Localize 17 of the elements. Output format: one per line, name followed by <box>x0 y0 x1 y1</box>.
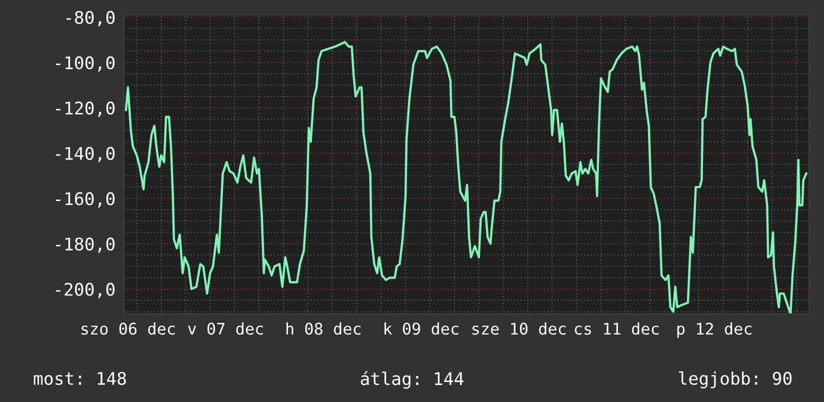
x-tick-label: k 09 dec <box>384 322 458 335</box>
y-tick-label: -180,0 <box>56 237 115 253</box>
text: átlag: 144 <box>360 371 464 389</box>
x-tick-label: h 08 dec <box>286 322 361 335</box>
y-tick-label: -140,0 <box>56 146 115 162</box>
y-tick-label: -160,0 <box>56 192 115 208</box>
y-tick-label: -100,0 <box>56 56 115 72</box>
x-tick-label: cs 11 dec <box>574 322 659 335</box>
text: most: 148 <box>34 372 126 385</box>
x-tick-label: p 12 dec <box>677 322 752 338</box>
text: legjobb: 90 <box>679 371 792 388</box>
y-tick-label: -200,0 <box>56 282 115 298</box>
x-tick-label: v 07 dec <box>188 322 263 335</box>
y-tick-label: -120,0 <box>56 102 115 117</box>
y-tick-label: -80,0 <box>66 10 115 26</box>
x-tick-label: szo 06 dec <box>82 322 175 335</box>
x-tick-label: sze 10 dec <box>472 322 566 335</box>
